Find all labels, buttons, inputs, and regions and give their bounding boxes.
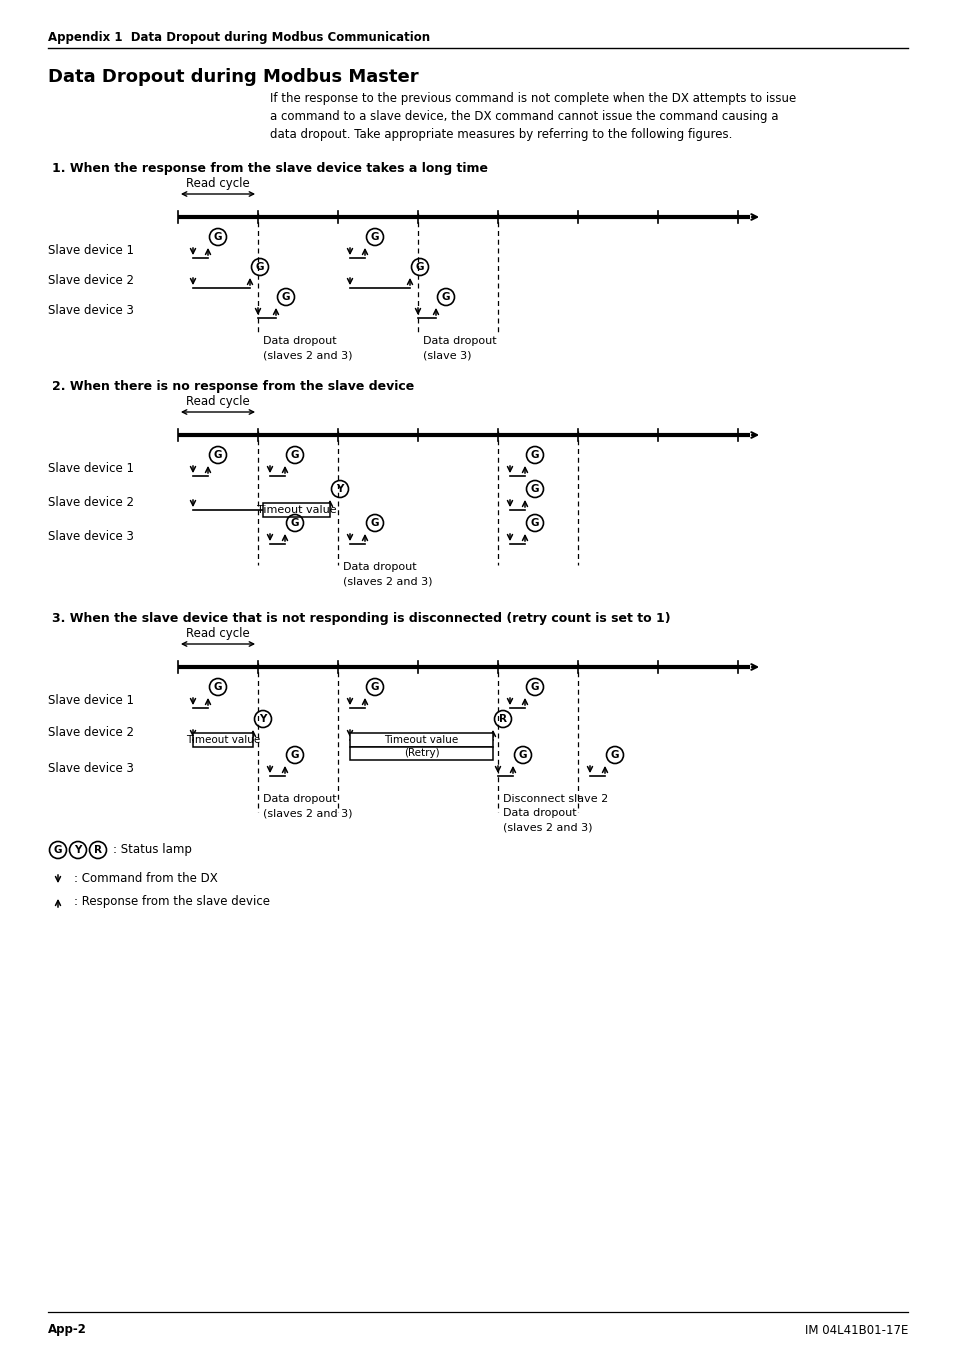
Text: Y: Y bbox=[259, 714, 267, 724]
Text: a command to a slave device, the DX command cannot issue the command causing a: a command to a slave device, the DX comm… bbox=[270, 109, 778, 123]
Text: Timeout value: Timeout value bbox=[384, 734, 458, 745]
Text: (slaves 2 and 3): (slaves 2 and 3) bbox=[343, 576, 432, 586]
Text: G: G bbox=[213, 682, 222, 693]
Text: G: G bbox=[530, 450, 538, 460]
Text: Slave device 1: Slave device 1 bbox=[48, 243, 133, 256]
Bar bbox=[263, 504, 330, 517]
Text: R: R bbox=[498, 714, 506, 724]
Text: Y: Y bbox=[74, 845, 82, 855]
Text: Appendix 1  Data Dropout during Modbus Communication: Appendix 1 Data Dropout during Modbus Co… bbox=[48, 31, 430, 45]
Text: G: G bbox=[255, 262, 264, 271]
Bar bbox=[350, 733, 493, 747]
Text: G: G bbox=[213, 232, 222, 242]
Text: data dropout. Take appropriate measures by referring to the following figures.: data dropout. Take appropriate measures … bbox=[270, 128, 732, 140]
Text: G: G bbox=[213, 450, 222, 460]
Text: R: R bbox=[94, 845, 102, 855]
Text: Data dropout: Data dropout bbox=[343, 562, 416, 572]
Text: Timeout value: Timeout value bbox=[256, 505, 336, 514]
Text: G: G bbox=[371, 232, 379, 242]
Text: Read cycle: Read cycle bbox=[186, 628, 250, 640]
Text: (Retry): (Retry) bbox=[403, 748, 438, 759]
Text: Data dropout: Data dropout bbox=[422, 336, 497, 346]
Text: (slaves 2 and 3): (slaves 2 and 3) bbox=[263, 350, 352, 360]
Text: Slave device 2: Slave device 2 bbox=[48, 274, 133, 286]
Text: If the response to the previous command is not complete when the DX attempts to : If the response to the previous command … bbox=[270, 92, 796, 105]
Text: G: G bbox=[53, 845, 62, 855]
Text: G: G bbox=[530, 485, 538, 494]
Text: G: G bbox=[281, 292, 290, 302]
Text: 3. When the slave device that is not responding is disconnected (retry count is : 3. When the slave device that is not res… bbox=[52, 612, 670, 625]
Text: G: G bbox=[371, 518, 379, 528]
Text: IM 04L41B01-17E: IM 04L41B01-17E bbox=[803, 1323, 907, 1336]
Bar bbox=[193, 733, 253, 747]
Text: G: G bbox=[530, 518, 538, 528]
Text: 1. When the response from the slave device takes a long time: 1. When the response from the slave devi… bbox=[52, 162, 488, 176]
Text: : Command from the DX: : Command from the DX bbox=[74, 872, 217, 884]
Text: : Response from the slave device: : Response from the slave device bbox=[74, 895, 270, 909]
Text: Disconnect slave 2: Disconnect slave 2 bbox=[502, 794, 608, 805]
Text: App-2: App-2 bbox=[48, 1323, 87, 1336]
Text: Y: Y bbox=[336, 485, 343, 494]
Text: G: G bbox=[530, 682, 538, 693]
Text: Data dropout: Data dropout bbox=[502, 809, 576, 818]
Text: G: G bbox=[291, 751, 299, 760]
Text: Slave device 3: Slave device 3 bbox=[48, 761, 133, 775]
Text: Data Dropout during Modbus Master: Data Dropout during Modbus Master bbox=[48, 68, 418, 86]
Text: Slave device 3: Slave device 3 bbox=[48, 304, 133, 316]
Text: G: G bbox=[291, 518, 299, 528]
Text: G: G bbox=[441, 292, 450, 302]
Bar bbox=[350, 747, 493, 760]
Text: Slave device 1: Slave device 1 bbox=[48, 462, 133, 474]
Text: Read cycle: Read cycle bbox=[186, 177, 250, 190]
Text: (slave 3): (slave 3) bbox=[422, 350, 471, 360]
Text: G: G bbox=[518, 751, 527, 760]
Text: G: G bbox=[610, 751, 618, 760]
Text: Slave device 2: Slave device 2 bbox=[48, 495, 133, 509]
Text: G: G bbox=[416, 262, 424, 271]
Text: Slave device 1: Slave device 1 bbox=[48, 694, 133, 706]
Text: G: G bbox=[291, 450, 299, 460]
Text: (slaves 2 and 3): (slaves 2 and 3) bbox=[502, 822, 592, 832]
Text: Slave device 3: Slave device 3 bbox=[48, 529, 133, 543]
Text: Data dropout: Data dropout bbox=[263, 794, 336, 805]
Text: 2. When there is no response from the slave device: 2. When there is no response from the sl… bbox=[52, 379, 414, 393]
Text: G: G bbox=[371, 682, 379, 693]
Text: Read cycle: Read cycle bbox=[186, 396, 250, 409]
Text: : Status lamp: : Status lamp bbox=[112, 844, 192, 856]
Text: Timeout value: Timeout value bbox=[256, 489, 336, 500]
Text: Timeout value: Timeout value bbox=[186, 734, 260, 745]
Text: Slave device 2: Slave device 2 bbox=[48, 725, 133, 738]
Text: (slaves 2 and 3): (slaves 2 and 3) bbox=[263, 809, 352, 818]
Text: Data dropout: Data dropout bbox=[263, 336, 336, 346]
